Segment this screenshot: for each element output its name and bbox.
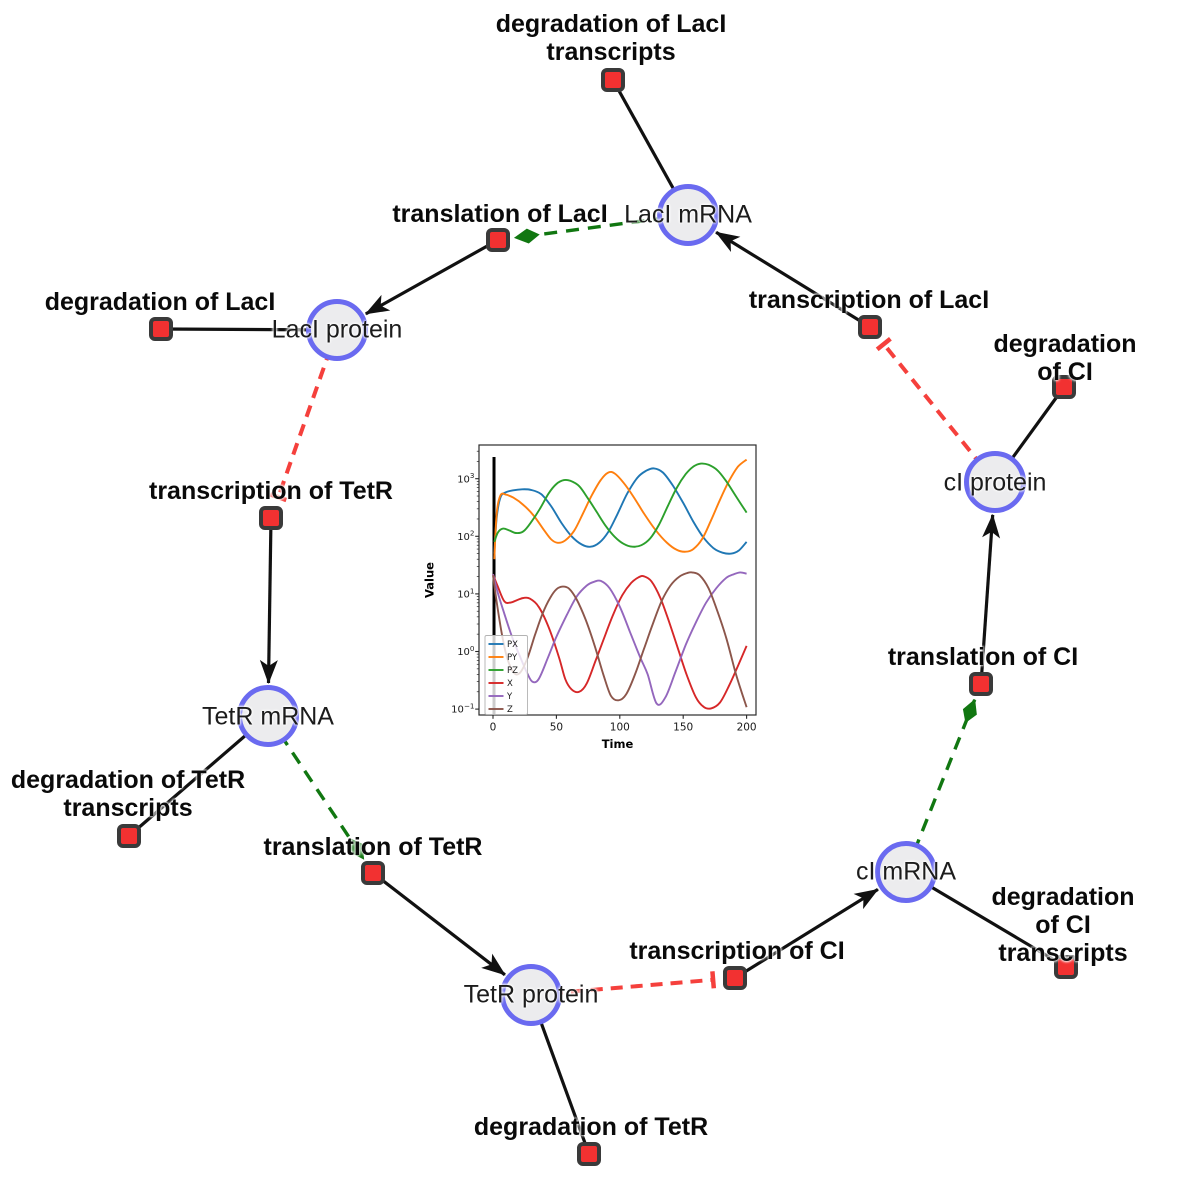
edge-product-transcription-ci-to-ci-mrna: [734, 888, 879, 980]
reaction-node-degradation-ci-transcripts[interactable]: [1054, 955, 1078, 979]
chart-line-X: [492, 573, 748, 710]
species-label-laci-mrna: LacI mRNA: [624, 200, 752, 229]
chart-y-tick-label: 100: [457, 644, 475, 658]
reaction-label-degradation-ci: degradation of CI: [993, 330, 1137, 386]
species-node-tetr-mrna[interactable]: [237, 685, 299, 747]
edge-product-translation-ci-to-ci-protein: [979, 513, 1001, 685]
reaction-label-translation-ci: translation of CI: [887, 643, 1079, 671]
reaction-label-degradation-laci: degradation of LacI: [44, 288, 276, 316]
reaction-label-transcription-laci: transcription of LacI: [748, 286, 990, 314]
chart-x-tick-label: 0: [490, 722, 497, 734]
reaction-node-transcription-tetr[interactable]: [259, 506, 283, 530]
reaction-node-degradation-tetr-transcripts[interactable]: [117, 824, 141, 848]
chart-line-PX: [493, 467, 748, 555]
chart-y-tick-label: 103: [457, 471, 474, 485]
chart-line-PZ: [493, 462, 748, 548]
chart-ylabel: Value: [423, 562, 437, 598]
edge-product-translation-laci-to-laci-protein: [364, 238, 499, 316]
reaction-label-degradation-laci-transcripts: degradation of LacI transcripts: [495, 10, 727, 66]
species-node-laci-protein[interactable]: [306, 299, 368, 361]
chart-legend-label-X: X: [507, 679, 513, 689]
inset-simulation-chart: 0 50 100 150 20010310210110010−1TimeValuePXP…: [423, 444, 757, 751]
chart-y-tick-label: 101: [457, 586, 474, 600]
species-node-ci-protein[interactable]: [964, 451, 1026, 513]
reaction-node-transcription-ci[interactable]: [723, 966, 747, 990]
species-label-ci-protein: cI protein: [943, 468, 1047, 497]
reaction-node-translation-tetr[interactable]: [361, 861, 385, 885]
species-label-laci-protein: LacI protein: [271, 315, 403, 344]
reaction-label-degradation-tetr-transcripts: degradation of TetR transcripts: [10, 766, 246, 822]
species-node-tetr-protein[interactable]: [500, 964, 562, 1026]
chart-line-PY: [493, 458, 748, 560]
reaction-node-translation-laci[interactable]: [486, 228, 510, 252]
reaction-node-transcription-laci[interactable]: [858, 315, 882, 339]
chart-x-tick-label: 150: [673, 722, 693, 734]
reaction-node-degradation-laci[interactable]: [149, 317, 173, 341]
edge-product-transcription-laci-to-laci-mrna: [715, 230, 871, 329]
species-node-laci-mrna[interactable]: [657, 184, 719, 246]
inhibitor-tee-transcription-tetr: [269, 492, 288, 503]
reaction-label-translation-laci: translation of LacI: [392, 200, 608, 228]
inhibitor-tee-transcription-ci: [710, 971, 717, 989]
chart-border: [478, 444, 757, 716]
reaction-node-degradation-tetr[interactable]: [577, 1142, 601, 1166]
edge-product-translation-tetr-to-tetr-protein: [372, 871, 506, 977]
reaction-label-degradation-tetr: degradation of TetR: [473, 1113, 709, 1141]
chart-y-tick-label: 10−1: [451, 702, 474, 716]
reaction-node-degradation-laci-transcripts[interactable]: [601, 68, 625, 92]
reaction-label-translation-tetr: translation of TetR: [263, 833, 483, 861]
reaction-label-degradation-ci-transcripts: degradation of CI transcripts: [991, 883, 1135, 967]
chart-legend-label-Z: Z: [507, 705, 513, 715]
inhibitor-tee-transcription-laci: [875, 337, 892, 352]
chart-legend-label-PZ: PZ: [507, 666, 518, 676]
chart-x-tick-label: 100: [610, 722, 630, 734]
species-label-ci-mrna: cI mRNA: [856, 857, 956, 886]
reaction-label-transcription-tetr: transcription of TetR: [149, 477, 393, 505]
chart-y-tick-label: 102: [457, 529, 474, 543]
chart-legend-box: [484, 635, 528, 715]
edge-product-transcription-tetr-to-tetr-mrna: [259, 517, 278, 684]
chart-legend: PX PY PZ XYZ: [484, 635, 528, 715]
chart-xlabel: Time: [602, 737, 634, 751]
species-node-ci-mrna[interactable]: [875, 841, 937, 903]
chart-legend-label-PX: PX: [507, 640, 518, 650]
chart-x-tick-label: 50: [550, 722, 563, 734]
chart-legend-label-Y: Y: [506, 692, 513, 702]
species-label-tetr-protein: TetR protein: [463, 980, 599, 1009]
edge-reactant-ci-mrna-degradation: [905, 870, 1067, 969]
chart-legend-label-PY: PY: [507, 653, 518, 663]
reaction-node-degradation-ci[interactable]: [1052, 375, 1076, 399]
chart-x-tick-label: 200: [737, 722, 757, 734]
reaction-node-translation-ci[interactable]: [969, 672, 993, 696]
reaction-label-transcription-ci: transcription of CI: [629, 937, 845, 965]
species-label-tetr-mrna: TetR mRNA: [202, 702, 334, 731]
